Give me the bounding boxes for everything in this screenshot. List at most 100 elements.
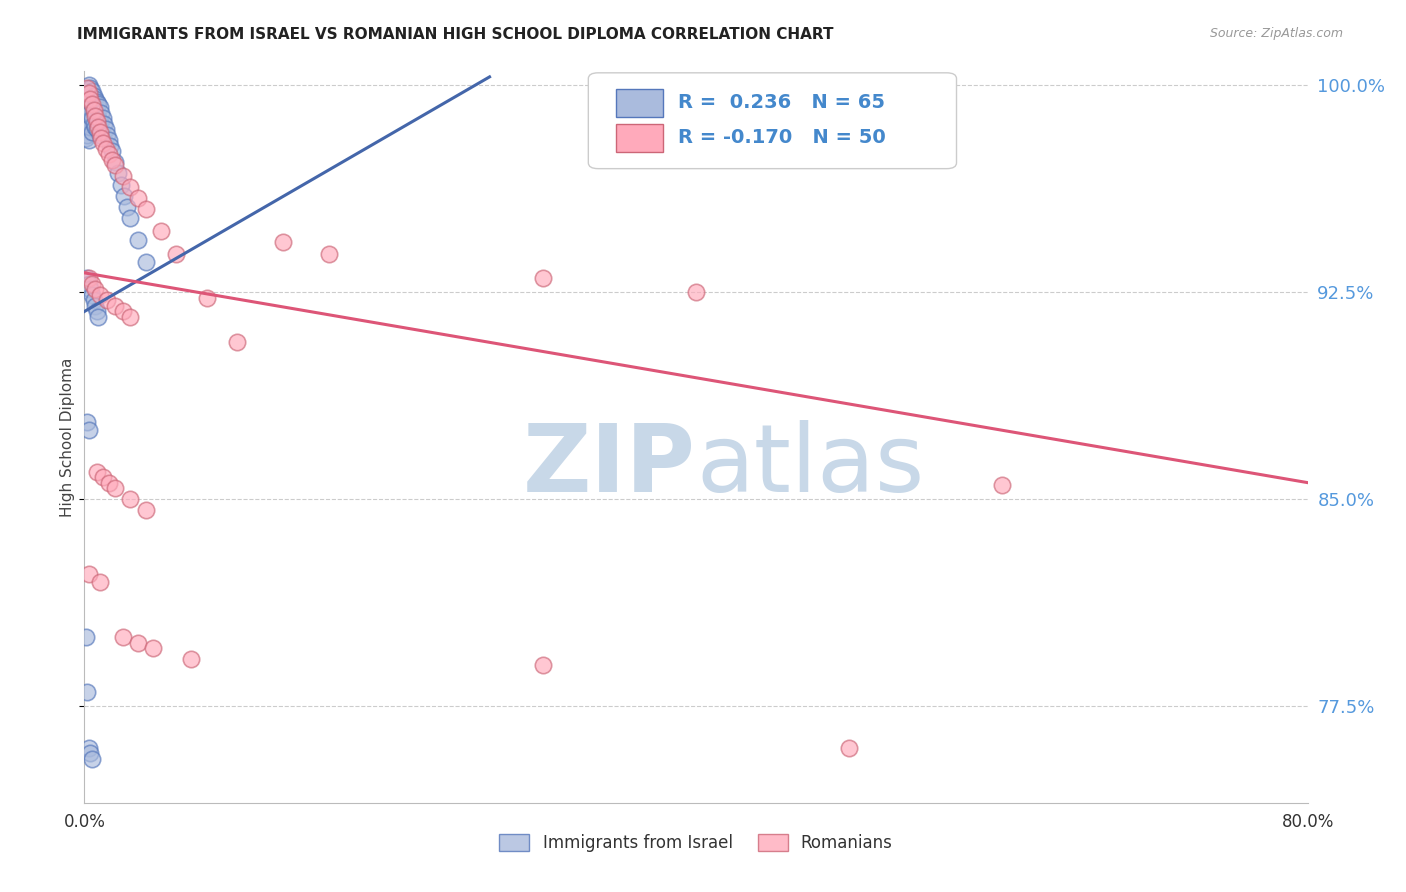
Point [79, 92, 101, 106]
Point [86, 114, 108, 128]
Text: IMMIGRANTS FROM ISRAEL VS ROMANIAN HIGH SCHOOL DIPLOMA CORRELATION CHART: IMMIGRANTS FROM ISRAEL VS ROMANIAN HIGH … [77, 27, 834, 42]
Text: Source: ZipAtlas.com: Source: ZipAtlas.com [1209, 27, 1343, 40]
Point [77, 566, 100, 581]
Point [135, 503, 157, 517]
Text: R =  0.236   N = 65: R = 0.236 N = 65 [678, 94, 884, 112]
Point [89, 574, 111, 589]
Point [77, 423, 100, 437]
Point [77, 87, 100, 101]
Point [84, 109, 107, 123]
Y-axis label: High School Diploma: High School Diploma [60, 358, 75, 516]
Point [87, 112, 110, 126]
Point [127, 191, 149, 205]
Legend: Immigrants from Israel, Romanians: Immigrants from Israel, Romanians [491, 825, 901, 860]
Point [115, 200, 138, 214]
Point [111, 169, 134, 184]
Point [120, 310, 142, 324]
Point [80, 751, 103, 765]
Point [165, 246, 187, 260]
Point [76, 128, 98, 142]
Point [77, 100, 100, 114]
FancyBboxPatch shape [616, 89, 664, 117]
Point [89, 125, 111, 139]
Point [80, 112, 103, 126]
Point [127, 636, 149, 650]
Point [84, 120, 107, 134]
Point [97, 133, 120, 147]
Point [838, 740, 860, 755]
Point [93, 117, 115, 131]
Point [991, 478, 1014, 492]
Point [96, 128, 118, 142]
Point [87, 310, 110, 324]
Point [87, 97, 110, 112]
Text: atlas: atlas [696, 420, 924, 512]
Point [84, 282, 107, 296]
Point [86, 109, 108, 123]
Point [76, 81, 98, 95]
Point [80, 125, 103, 139]
Point [271, 235, 294, 250]
Point [195, 291, 218, 305]
Point [531, 657, 554, 672]
Point [104, 158, 127, 172]
Point [226, 334, 249, 349]
Point [79, 92, 101, 106]
Point [101, 153, 124, 167]
Point [91, 112, 114, 126]
Point [75, 630, 97, 644]
Point [101, 145, 124, 159]
Point [76, 271, 98, 285]
Point [86, 304, 108, 318]
Point [84, 299, 107, 313]
Point [77, 740, 100, 755]
Point [76, 114, 98, 128]
Point [98, 139, 121, 153]
Point [86, 122, 108, 136]
Point [120, 211, 142, 225]
FancyBboxPatch shape [616, 124, 664, 152]
Point [531, 271, 554, 285]
Point [76, 84, 98, 98]
Point [89, 114, 111, 128]
Point [86, 465, 108, 479]
Point [142, 641, 165, 656]
Point [180, 652, 202, 666]
Text: R = -0.170   N = 50: R = -0.170 N = 50 [678, 128, 886, 146]
Point [80, 277, 103, 291]
Point [120, 492, 142, 507]
Point [96, 293, 118, 308]
Point [94, 142, 117, 156]
Point [75, 112, 97, 126]
Point [110, 178, 132, 192]
Point [90, 105, 112, 120]
Text: ZIP: ZIP [523, 420, 696, 512]
Point [89, 288, 111, 302]
Point [79, 120, 101, 134]
Point [80, 288, 103, 302]
Point [79, 282, 101, 296]
Point [111, 304, 134, 318]
Point [75, 92, 97, 106]
Point [80, 97, 103, 112]
Point [127, 233, 149, 247]
Point [76, 415, 98, 429]
Point [91, 470, 114, 484]
Point [80, 97, 103, 112]
Point [83, 103, 105, 117]
Point [89, 128, 111, 142]
FancyBboxPatch shape [588, 73, 956, 169]
Point [77, 87, 100, 101]
Point [83, 293, 105, 308]
Point [135, 202, 157, 217]
Point [86, 95, 108, 109]
Point [77, 117, 100, 131]
Point [135, 255, 157, 269]
Point [97, 147, 120, 161]
Point [84, 105, 107, 120]
Point [77, 133, 100, 147]
Point [104, 155, 127, 169]
Point [83, 103, 105, 117]
Point [76, 685, 98, 699]
Point [76, 97, 98, 112]
